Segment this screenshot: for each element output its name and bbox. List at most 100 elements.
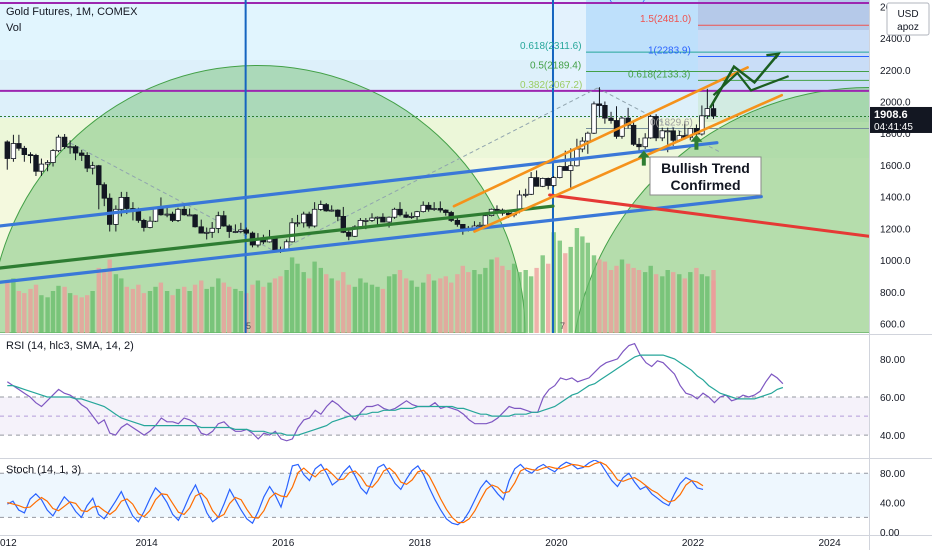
volume-bar [449,282,454,333]
currency-box[interactable]: USD apoz [886,2,930,36]
volume-bar [466,272,471,333]
projection-arrow-head [766,52,781,60]
candle-body [243,229,249,234]
candle-body [363,219,369,222]
volume-bar [358,278,363,333]
volume-bar [141,293,147,333]
volume-bar [682,278,687,333]
candle-body [357,219,364,228]
price-tick-label: 1400.0 [880,193,911,204]
volume-bar [648,265,653,333]
volume-bar [614,265,619,333]
volume-bar [216,278,221,333]
drawing-overlays[interactable]: 0.9166(2620.7) 1.5(2481.0) 0.618(2311.6) 1(… [0,0,869,284]
volume-bar [677,274,682,333]
rsi-title[interactable]: RSI (14, hlc3, SMA, 14, 2) [6,340,134,352]
bullish-annotation[interactable]: Bullish Trend Confirmed [649,156,762,196]
candle-body [665,130,671,133]
candle-body [437,208,443,211]
candle-body [89,165,96,169]
candle-body [533,177,540,187]
countdown-value: 04:41:45 [874,122,913,133]
candle-body [141,219,147,228]
fib-level-label: 1.5(2481.0) [640,14,691,25]
volume-bar [341,272,346,333]
blue-channel-upper [0,141,719,228]
rsi-line-rsi [6,342,784,442]
volume-bar [386,276,392,333]
fib-level-label: 0.618(2133.3) [628,69,690,80]
volume-bar [688,272,693,333]
volume-bar [369,284,375,333]
volume-note-marker: 5 [246,321,251,331]
candle-body [460,223,466,229]
time-tick-label: 2018 [409,538,432,549]
candle-body [568,165,574,171]
candle-body [113,208,119,225]
candle-body [306,213,312,227]
volume-bar [153,286,158,333]
candle-body [79,152,85,156]
currency-label: USD [897,9,918,20]
fib-level-label: 0.9166(2620.7) [578,0,646,3]
volume-bar [33,284,39,333]
time-tick-label: 2022 [682,538,705,549]
volume-bar [50,291,56,333]
volume-bar [557,240,562,333]
volume-bar [346,284,351,333]
volume-bar [62,286,67,333]
volume-bar [255,280,261,333]
volume-bar [329,278,334,333]
candle-body [311,208,318,227]
annotation-line-2: Confirmed [671,177,741,193]
candle-body [699,115,705,135]
candle-body [414,211,420,217]
candle-body [84,154,90,169]
candle-body [232,231,239,233]
candle-body [33,154,39,172]
price-tick-label: 1200.0 [880,224,911,235]
candle-body [494,208,500,211]
time-tick-label: 012 [0,538,17,549]
candle-body [67,146,73,149]
volume-bar [85,295,90,333]
stoch-tick-label: 80.00 [880,469,905,480]
volume-bar [295,263,300,333]
candle-body [16,143,22,149]
volume-bar [602,261,608,333]
candle-body [10,143,17,160]
symbol-title[interactable]: Gold Futures, 1M, COMEX [6,6,138,18]
volume-bar [278,276,283,333]
volume-bar [511,263,517,333]
scale-mode-label: apoz [897,22,919,33]
candle-body [215,215,221,229]
drawing-tools[interactable] [0,0,932,535]
candle-body [289,222,295,243]
volume-note-marker: 7 [560,321,565,331]
candle-body [169,213,176,221]
candle-body [164,213,170,216]
volume-label: Vol [6,22,21,34]
candle-body [335,209,341,217]
volume-bar [643,272,648,333]
blue-channel-lower [0,195,763,284]
volume-bar [380,288,386,333]
stoch-title[interactable]: Stoch (14, 1, 3) [6,464,81,476]
volume-bar [494,257,500,333]
volume-bar [500,265,505,333]
rsi-tick-label: 40.00 [880,431,905,442]
rsi-line-rsi-ma [7,354,784,436]
time-axis[interactable]: 012 2014 2016 2018 2020 2022 2024 [0,538,841,549]
price-tick-label: 1000.0 [880,256,911,267]
candle-body [346,231,352,237]
price-tick-label: 1800.0 [880,129,911,140]
fib-level-label: 1(2283.9) [648,45,691,56]
candle-body [710,108,717,117]
volume-bar [318,267,323,333]
candle-body [630,124,637,145]
volume-bar [238,291,244,333]
volume-bar [653,274,659,333]
volume-bar [284,270,289,333]
green-trendline [0,204,555,270]
